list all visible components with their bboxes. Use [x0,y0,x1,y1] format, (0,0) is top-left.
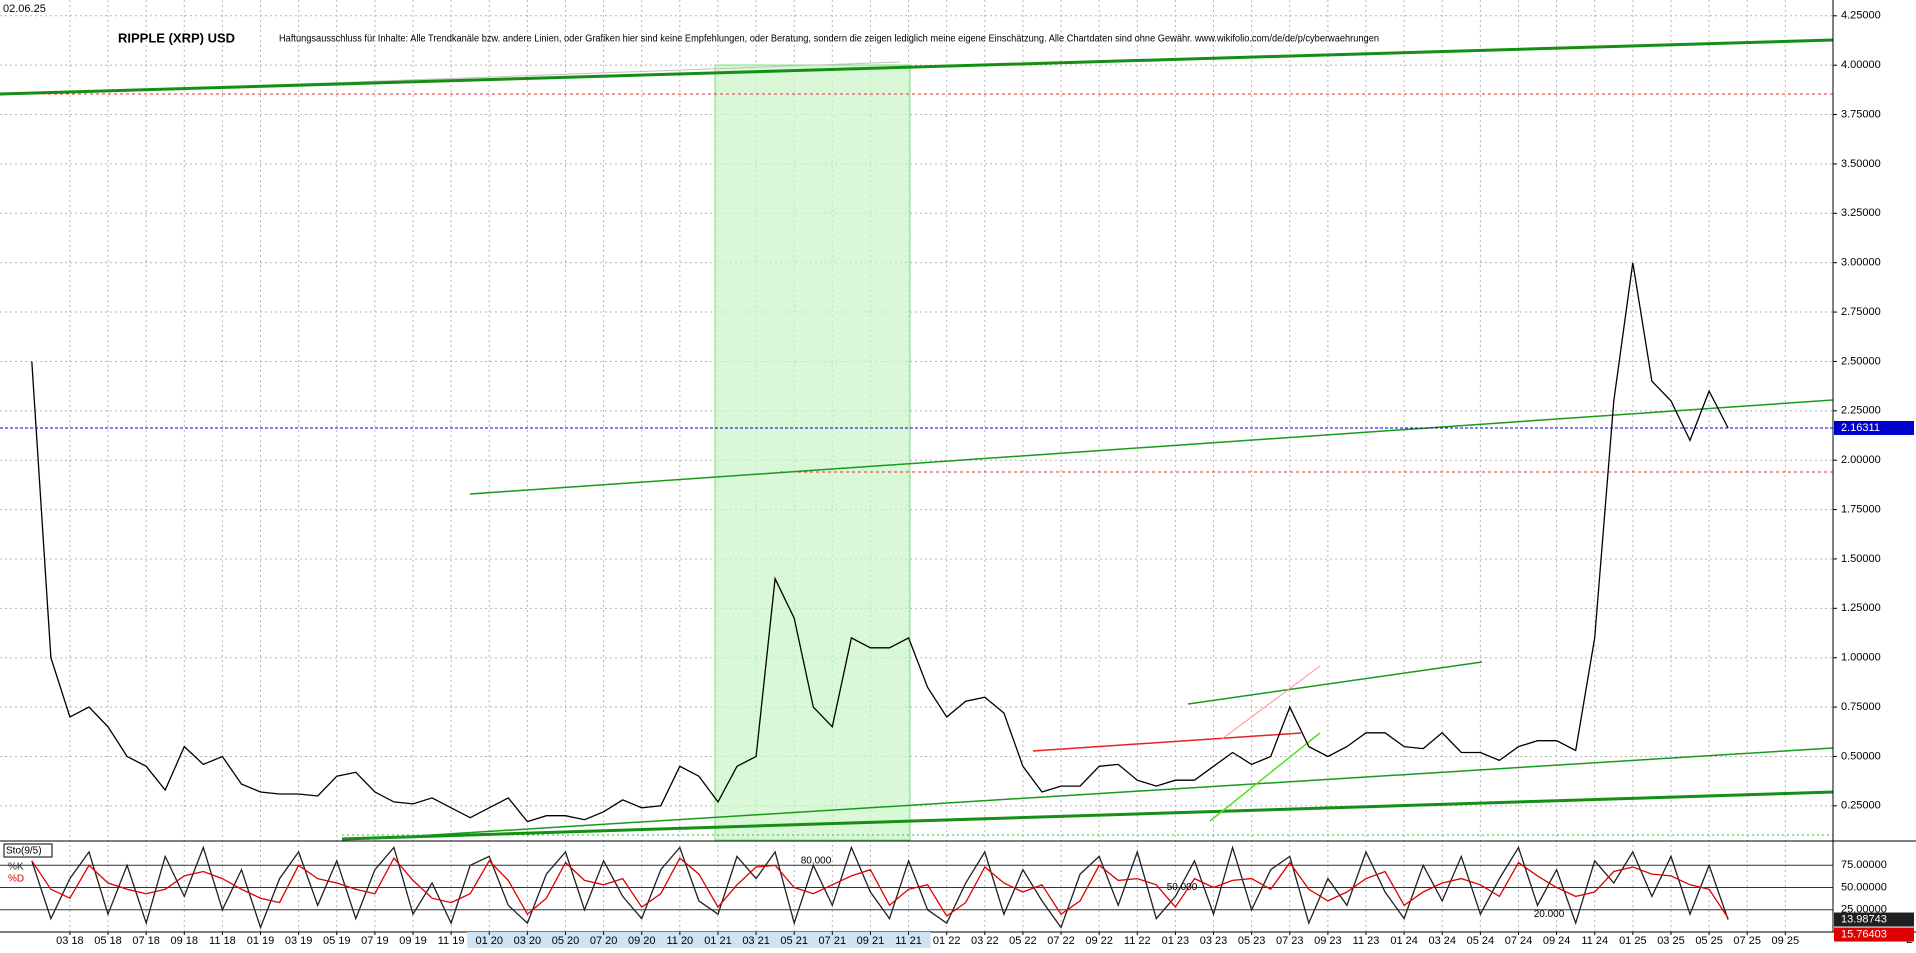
x-tick-label: 05 24 [1467,935,1495,947]
y-tick-label: 0.25000 [1841,800,1881,812]
y-tick-label: 2.25000 [1841,405,1881,417]
x-tick-label: 09 24 [1543,935,1571,947]
x-tick-label: 07 19 [361,935,389,947]
x-tick-label: 05 25 [1695,935,1723,947]
x-tick-label: 01 21 [704,935,732,947]
y-tick-label: 4.00000 [1841,59,1881,71]
chart-subtitle: Haftungsausschluss für Inhalte: Alle Tre… [279,34,1379,45]
x-tick-label: 03 22 [971,935,999,947]
level-label: 80.000 [801,855,832,866]
x-tick-label: 11 20 [666,935,693,947]
y-tick-label: 50.00000 [1841,881,1887,893]
x-tick-label: 07 20 [590,935,618,947]
trend-line [469,399,1834,495]
x-tick-label: 03 21 [742,935,770,947]
trend-line [0,38,1834,96]
y-tick-label: 75.00000 [1841,859,1887,871]
y-tick-label: 1.75000 [1841,503,1881,515]
x-tick-label: 09 23 [1314,935,1342,947]
series-line [31,845,1729,930]
x-tick-label: 07 21 [819,935,847,947]
trend-line [1187,661,1483,705]
y-tick-label: 0.50000 [1841,750,1881,762]
x-tick-label: 01 25 [1619,935,1647,947]
trend-line [366,747,1834,840]
y-tick-label: 3.25000 [1841,207,1881,219]
x-tick-label: 11 18 [209,935,236,947]
x-tick-label: 09 22 [1085,935,1113,947]
date-label: 02.06.25 [3,3,46,15]
x-tick-label: 09 20 [628,935,656,947]
x-tick-label: 03 24 [1428,935,1456,947]
indicator-title: Sto(9/5) [6,846,42,857]
x-tick-label: 11 22 [1124,935,1151,947]
x-tick-label: 03 18 [56,935,84,947]
x-tick-label: 09 21 [857,935,885,947]
x-tick-label: 07 22 [1047,935,1075,947]
x-tick-label: 05 21 [780,935,808,947]
axis-highlight [467,932,931,948]
x-tick-label: 05 23 [1238,935,1266,947]
x-tick-label: 05 19 [323,935,351,947]
last-value-box [1834,420,1914,435]
trend-line [1221,665,1321,740]
indicator-box [3,843,53,858]
last-value-box [1834,927,1914,942]
last-value-box [1834,912,1914,927]
last-value-label: 2.16311 [1841,422,1880,434]
x-tick-label: 01 24 [1390,935,1418,947]
x-tick-label: 01 20 [475,935,503,947]
y-tick-label: 2.75000 [1841,306,1881,318]
legend-label: %K [8,862,24,873]
last-value-label: 13.98743 [1841,913,1887,925]
series-line [31,856,1729,919]
y-tick-label: 1.25000 [1841,602,1881,614]
x-tick-label: 11 19 [438,935,465,947]
x-tick-label: 09 18 [171,935,199,947]
x-tick-label: 03 23 [1200,935,1228,947]
x-tick-label: 09 19 [399,935,427,947]
y-tick-label: 2.50000 [1841,355,1881,367]
x-tick-label: 11 23 [1353,935,1380,947]
series-line [31,262,1729,823]
x-tick-label: 05 18 [94,935,122,947]
chart-title: RIPPLE (XRP) USD [118,30,235,45]
y-tick-label: 3.00000 [1841,257,1881,269]
x-tick-label: 03 20 [514,935,542,947]
x-tick-label: 07 23 [1276,935,1304,947]
trend-line [1032,732,1302,752]
trend-line [341,790,1834,841]
y-tick-label: 3.75000 [1841,108,1881,120]
y-tick-label: 0.75000 [1841,701,1881,713]
y-tick-label: 1.00000 [1841,652,1881,664]
x-tick-label: 01 19 [247,935,275,947]
x-tick-label: 11 21 [895,935,922,947]
x-tick-label: 07 24 [1505,935,1533,947]
x-tick-label: 05 20 [552,935,580,947]
level-label: 50.000 [1167,882,1198,893]
x-tick-label: 03 25 [1657,935,1685,947]
data [0,262,1833,930]
y-tick-label: 3.50000 [1841,158,1881,170]
x-tick-label: 11 24 [1581,935,1608,947]
x-tick-label: 07 25 [1733,935,1761,947]
y-tick-label: 1.50000 [1841,553,1881,565]
y-tick-label: 4.25000 [1841,10,1881,22]
x-tick-label: 07 18 [132,935,160,947]
x-tick-label: 05 22 [1009,935,1037,947]
x-tick-label: 09 25 [1772,935,1800,947]
x-tick-label: 01 22 [933,935,961,947]
x-tick-label: 03 19 [285,935,313,947]
y-tick-label: 2.00000 [1841,454,1881,466]
trend-line [1209,732,1321,822]
last-value-label: 15.76403 [1841,928,1887,940]
level-label: 20.000 [1534,909,1565,920]
x-tick-label: 01 23 [1162,935,1190,947]
legend-label: %D [8,874,24,885]
highlight-zone [714,64,911,841]
